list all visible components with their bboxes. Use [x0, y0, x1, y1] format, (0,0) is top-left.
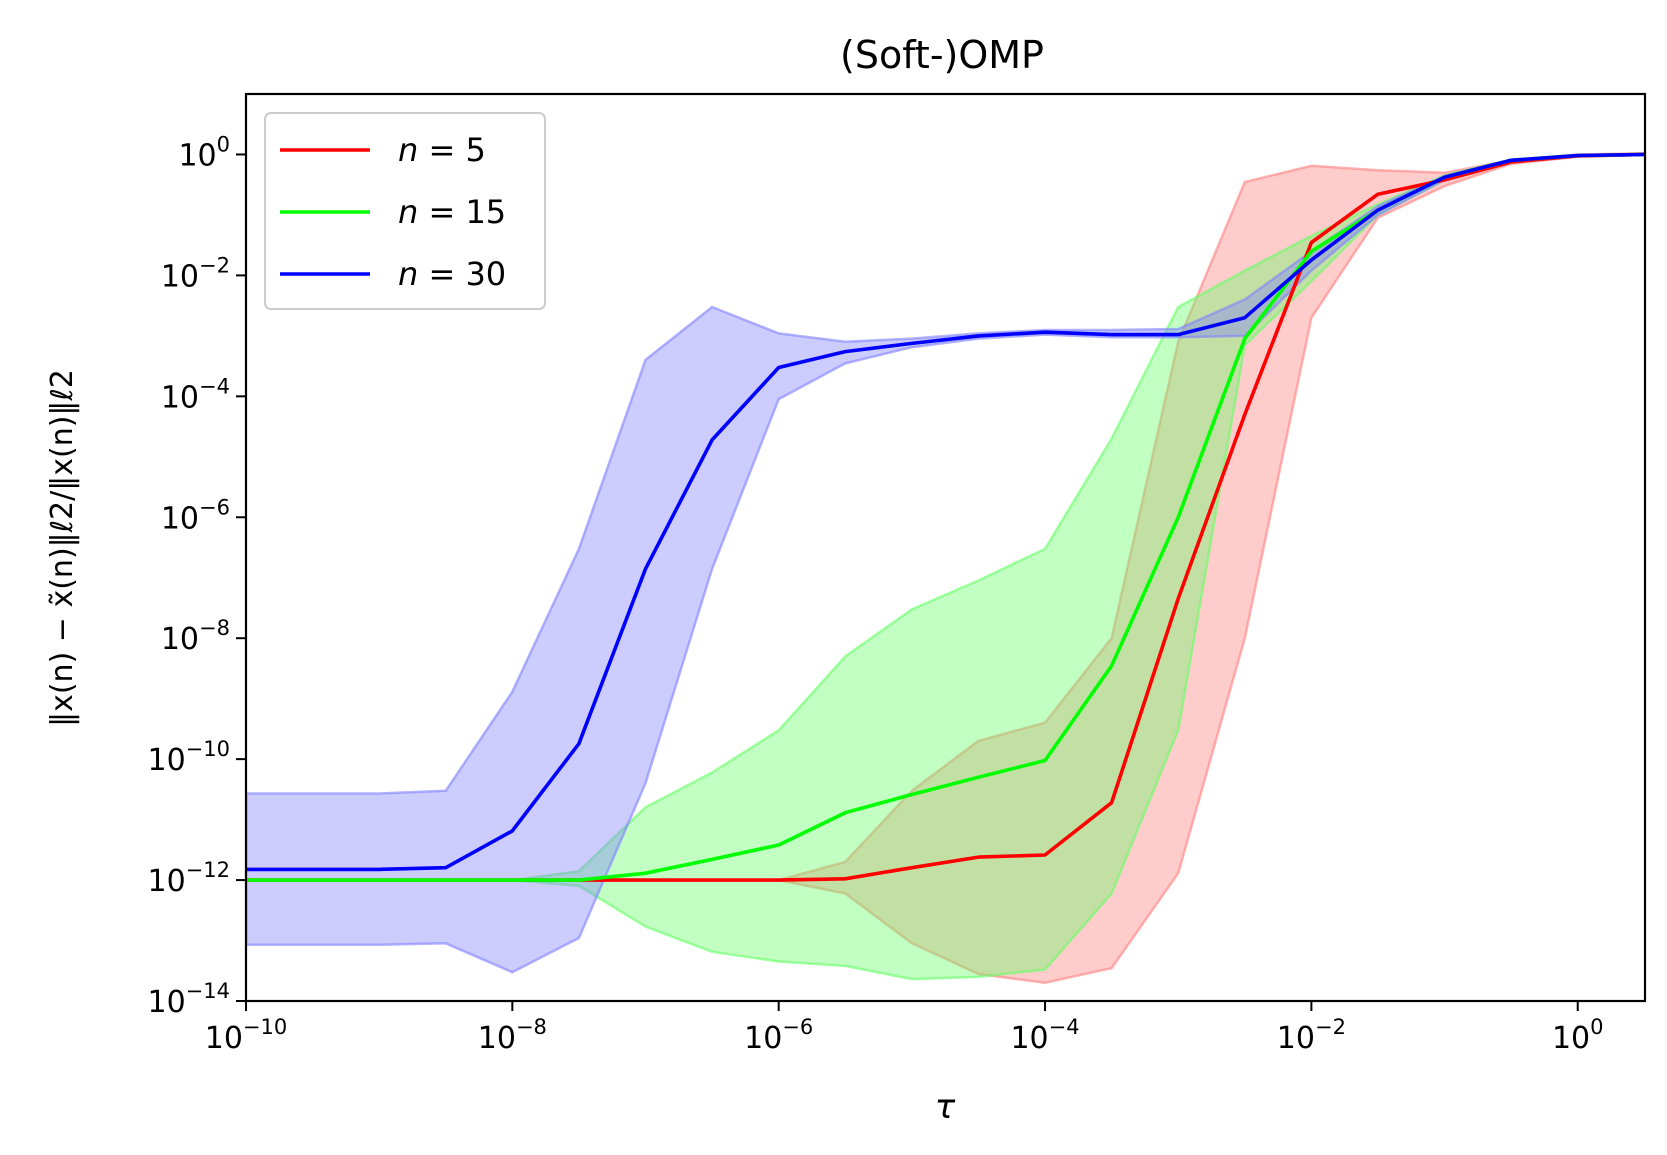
- legend-label-n-5: n = 5: [398, 131, 486, 169]
- legend: n = 5 n = 15 n = 30: [264, 112, 546, 310]
- series-lines: [246, 152, 1645, 882]
- x-tick-label: 100: [1552, 1015, 1604, 1056]
- x-axis: 10−10 10−8 10−6 10−4 10−2 100: [205, 1001, 1604, 1056]
- x-tick-label: 10−10: [205, 1015, 288, 1056]
- y-axis-label: ‖x(n) − x̃(n)‖ℓ2/‖x(n)‖ℓ2: [45, 369, 80, 727]
- x-tick-label: 10−6: [744, 1015, 813, 1056]
- x-tick-label: 10−4: [1010, 1015, 1079, 1056]
- series-line-n-30: [246, 152, 1645, 872]
- x-axis-label: τ: [935, 1087, 956, 1127]
- chart-title: (Soft-)OMP: [840, 33, 1044, 77]
- legend-label-n-15: n = 15: [398, 193, 506, 231]
- legend-box: [264, 112, 546, 310]
- legend-label-n-30: n = 30: [398, 255, 506, 293]
- plot-area-frame: [244, 92, 1647, 1003]
- x-tick-label: 10−8: [478, 1015, 547, 1056]
